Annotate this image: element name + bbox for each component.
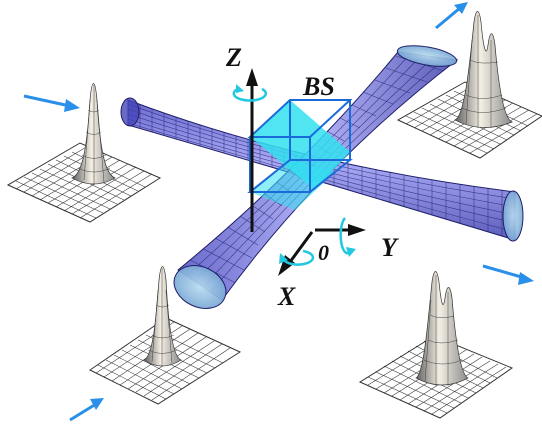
intensity-profile-bottom-right xyxy=(358,271,514,419)
beam-diagonal-bottom-cap xyxy=(173,265,227,309)
arrow-output-top-icon xyxy=(435,2,468,30)
cube-bottom-face xyxy=(250,160,335,210)
cube-diagonal-face xyxy=(250,100,350,190)
x-axis-line xyxy=(288,231,314,263)
intensity-profile-top-left xyxy=(6,83,162,223)
beam-splitter-cube xyxy=(247,99,353,210)
z-axis-label: Z xyxy=(225,43,242,72)
rotation-x-icon xyxy=(279,249,315,266)
arrow-input-left-icon xyxy=(23,94,80,112)
intensity-profile-bottom-left xyxy=(89,266,242,405)
beam-splitter-label: BS xyxy=(302,72,335,101)
rotation-y-icon xyxy=(339,217,356,257)
x-axis-label: X xyxy=(277,282,296,311)
profile-peak-mesh xyxy=(147,268,178,366)
z-axis-arrowhead xyxy=(246,68,258,86)
rotation-z-icon xyxy=(232,84,267,102)
beam-diagonal-top-cap xyxy=(396,45,458,67)
origin-label: 0 xyxy=(318,240,329,265)
profile-peak-mesh xyxy=(423,275,463,386)
arrow-input-bottom-icon xyxy=(69,398,104,422)
beam-horizontal-right-cap xyxy=(502,190,524,242)
beam-horizontal-left-cap xyxy=(120,97,140,127)
profile-peak-mesh xyxy=(77,85,111,184)
profile-peak xyxy=(454,11,513,128)
profile-peak xyxy=(415,271,469,386)
profile-peak-mesh xyxy=(461,15,507,128)
coordinate-axes xyxy=(246,68,366,276)
intensity-profile-top-right xyxy=(396,11,542,159)
y-axis-label: Y xyxy=(381,233,399,262)
x-axis-arrowhead xyxy=(278,255,295,276)
arrow-output-right-icon xyxy=(482,264,534,285)
cube-edges xyxy=(247,99,353,193)
y-axis-arrowhead xyxy=(348,224,366,236)
